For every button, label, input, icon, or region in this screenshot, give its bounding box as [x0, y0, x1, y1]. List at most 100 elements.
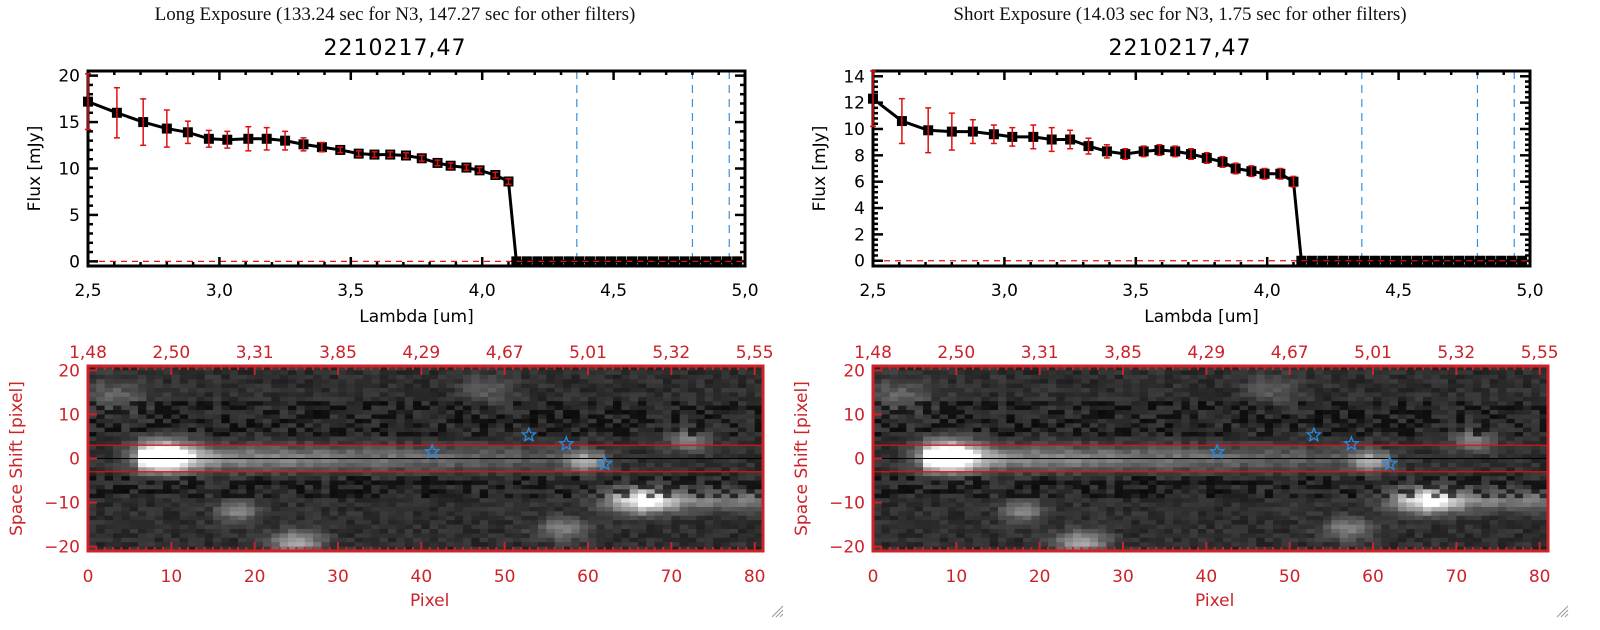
image-pixel: [329, 440, 339, 446]
image-pixel: [604, 511, 614, 517]
image-pixel: [621, 440, 631, 446]
image-pixel: [313, 405, 322, 411]
image-pixel: [221, 374, 231, 380]
image-pixel: [346, 506, 356, 512]
image-pixel: [621, 418, 631, 424]
image-pixel: [613, 458, 622, 464]
image-pixel: [438, 383, 447, 389]
image-pixel: [163, 515, 172, 521]
image-pixel: [1106, 410, 1116, 416]
image-pixel: [88, 515, 97, 521]
image-pixel: [329, 502, 339, 508]
image-pixel: [363, 476, 372, 482]
image-pixel: [296, 542, 306, 548]
image-pixel: [704, 379, 714, 385]
image-pixel: [956, 366, 966, 372]
image-pixel: [438, 515, 447, 521]
image-pixel: [1298, 405, 1307, 411]
image-pixel: [146, 537, 156, 543]
image-pixel: [404, 379, 414, 385]
image-pixel: [88, 418, 97, 424]
image-pixel: [1481, 388, 1491, 394]
image-pixel: [563, 423, 572, 429]
image-pixel: [471, 542, 481, 548]
image-pixel: [213, 524, 222, 530]
image-pixel: [329, 392, 339, 398]
image-pixel: [721, 427, 731, 433]
image-pixel: [1473, 401, 1482, 407]
image-pixel: [671, 427, 681, 433]
image-pixel: [1173, 396, 1182, 402]
image-pixel: [404, 537, 414, 543]
image-pixel: [404, 454, 414, 460]
image-pixel: [1464, 401, 1474, 407]
image-pixel: [721, 445, 731, 451]
image-pixel: [538, 440, 547, 446]
image-pixel: [529, 449, 539, 455]
x-tick-label: 3,5: [1122, 281, 1149, 301]
image-pixel: [88, 440, 97, 446]
image-pixel: [621, 436, 631, 442]
image-pixel: [196, 405, 206, 411]
image-pixel: [538, 436, 547, 442]
image-pixel: [1114, 410, 1124, 416]
image-pixel: [379, 432, 389, 438]
image-pixel: [1056, 392, 1066, 398]
image-pixel: [571, 432, 581, 438]
image-pixel: [679, 410, 689, 416]
image-pixel: [1031, 405, 1041, 411]
image-pixel: [1448, 410, 1457, 416]
image-pixel: [171, 392, 181, 398]
image-pixel: [671, 546, 681, 552]
image-pixel: [204, 405, 214, 411]
image-pixel: [1289, 374, 1299, 380]
image-pixel: [221, 383, 231, 389]
image-pixel: [146, 388, 156, 394]
image-pixel: [479, 423, 489, 429]
image-pixel: [221, 445, 231, 451]
image-pixel: [729, 370, 739, 376]
image-pixel: [688, 520, 697, 526]
image-pixel: [313, 414, 322, 420]
image-pixel: [1131, 366, 1141, 372]
image-pixel: [621, 427, 631, 433]
image-pixel: [704, 546, 714, 552]
image-pixel: [688, 537, 697, 543]
image-pixel: [704, 467, 714, 473]
image-pixel: [554, 366, 564, 372]
image-pixel: [354, 524, 364, 530]
image-pixel: [1181, 388, 1191, 394]
image-pixel: [721, 537, 731, 543]
image-pixel: [1031, 401, 1041, 407]
image-pixel: [471, 410, 481, 416]
image-pixel: [754, 396, 764, 402]
image-pixel: [1156, 396, 1166, 402]
image-pixel: [313, 498, 322, 504]
image-pixel: [138, 445, 147, 451]
data-point: [532, 256, 543, 267]
image-pixel: [588, 506, 597, 512]
image-pixel: [496, 493, 506, 499]
image-pixel: [663, 392, 672, 398]
image-pixel: [396, 414, 406, 420]
image-pixel: [1089, 401, 1099, 407]
image-pixel: [679, 427, 689, 433]
image-pixel: [429, 476, 439, 482]
image-pixel: [679, 418, 689, 424]
image-pixel: [948, 388, 957, 394]
image-pixel: [721, 396, 731, 402]
image-pixel: [1523, 374, 1532, 380]
image-pixel: [263, 388, 272, 394]
image-pixel: [638, 370, 647, 376]
image-pixel: [296, 432, 306, 438]
resize-grip-icon[interactable]: [770, 604, 784, 618]
image-pixel: [488, 511, 497, 517]
image-pixel: [721, 436, 731, 442]
image-pixel: [513, 489, 522, 495]
image-pixel: [1489, 401, 1499, 407]
image-pixel: [388, 392, 397, 398]
y-tick-label: 14: [843, 67, 865, 87]
image-pixel: [379, 506, 389, 512]
image-pixel: [429, 511, 439, 517]
image-pixel: [1089, 392, 1099, 398]
